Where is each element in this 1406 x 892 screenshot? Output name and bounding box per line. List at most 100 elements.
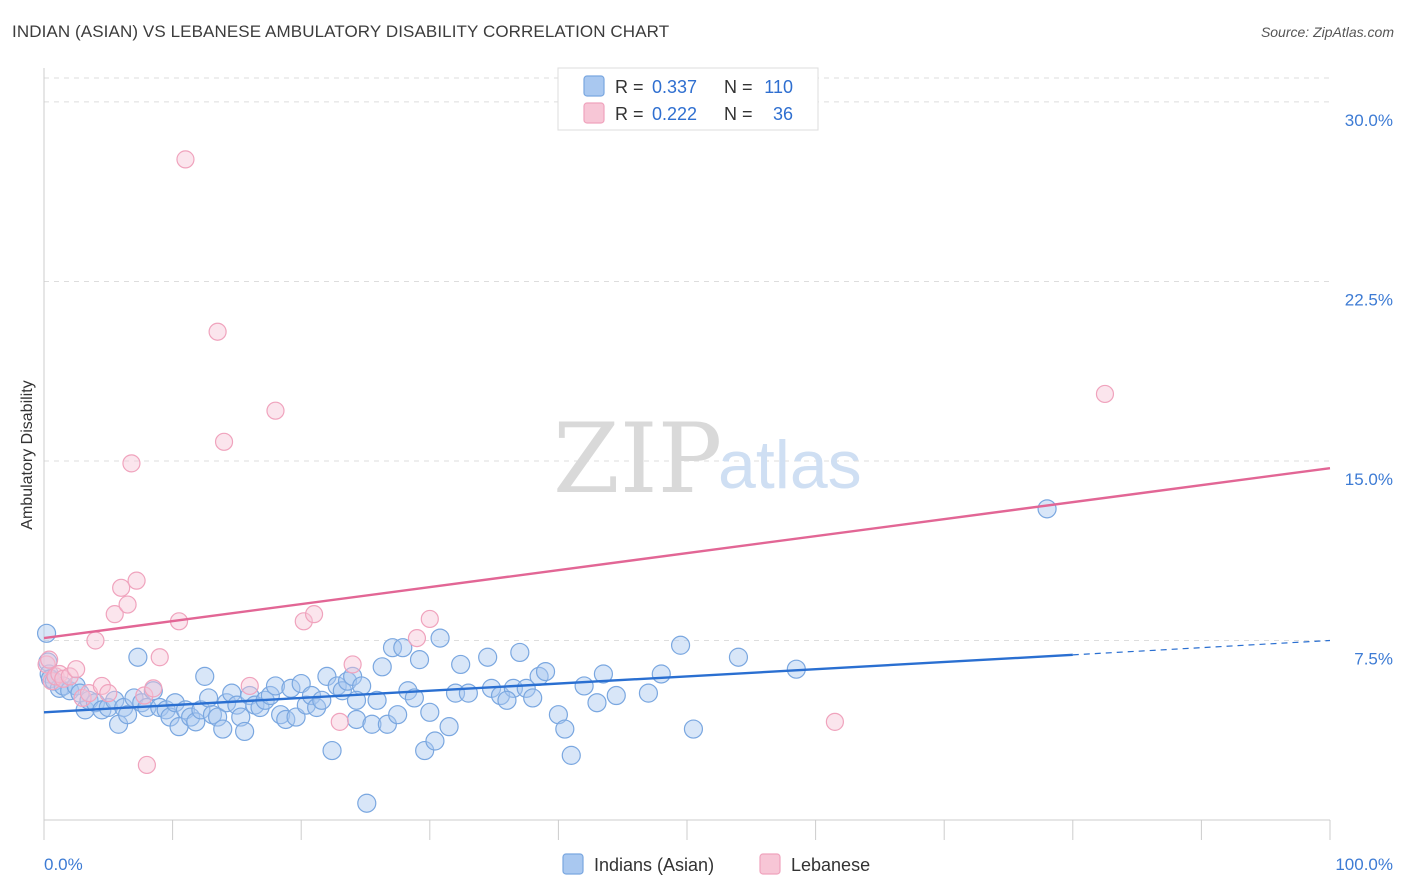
legend-r-label-2: R = xyxy=(615,104,644,124)
indians-asian-point xyxy=(322,740,342,761)
lebanese-point xyxy=(240,676,259,696)
indians-asian-point xyxy=(425,731,445,751)
indians-asian-point xyxy=(191,700,211,720)
lebanese-point xyxy=(112,578,131,597)
indians-asian-point xyxy=(301,685,322,706)
indians-asian-points xyxy=(36,499,1057,813)
indians-asian-point xyxy=(728,647,749,667)
bottom-legend-swatch-lebanese xyxy=(759,853,781,875)
lebanese-point xyxy=(150,648,169,667)
indians-asian-point xyxy=(208,707,228,727)
lebanese-point xyxy=(407,628,427,648)
gridlines xyxy=(44,77,1330,641)
indians-asian-point xyxy=(523,688,543,708)
indians-asian-point xyxy=(638,683,659,703)
lebanese-point xyxy=(137,755,156,775)
legend-r-value-2: 0.222 xyxy=(652,104,697,124)
lebanese-trend-line xyxy=(43,466,1331,640)
indians-asian-point xyxy=(128,647,148,667)
lebanese-point xyxy=(420,609,439,629)
bottom-legend-label-lebanese: Lebanese xyxy=(791,855,870,875)
legend-n-label-1: N = xyxy=(724,77,753,97)
x-tick-right: 100.0% xyxy=(1335,855,1393,874)
bottom-legend-label-indians: Indians (Asian) xyxy=(594,855,714,875)
indians-asian-point xyxy=(415,740,435,761)
trend-lines xyxy=(43,466,1331,714)
lebanese-point xyxy=(67,660,86,679)
indians-asian-point xyxy=(548,705,569,725)
indians-asian-point xyxy=(1037,499,1057,519)
indians-asian-point xyxy=(458,683,478,703)
indians-asian-point xyxy=(235,721,255,742)
bottom-legend: Indians (Asian) Lebanese xyxy=(562,853,870,875)
indians-asian-point xyxy=(382,638,403,658)
indians-asian-point xyxy=(593,664,614,684)
lebanese-point xyxy=(86,631,105,650)
y-tick-label-4: 30.0% xyxy=(1345,111,1393,130)
indians-asian-point xyxy=(367,690,387,710)
indians-asian-point xyxy=(555,719,575,739)
legend-n-value-1: 110 xyxy=(764,77,793,97)
y-tick-label-3: 22.5% xyxy=(1345,290,1393,309)
indians-asian-point xyxy=(231,707,251,727)
indians-asian-point xyxy=(497,690,517,710)
indians-asian-point xyxy=(202,705,223,725)
legend-swatch-indians xyxy=(583,75,605,97)
indians-asian-point xyxy=(117,705,138,725)
lebanese-point xyxy=(127,571,146,590)
indians-asian-point xyxy=(213,719,233,739)
indians-asian-point xyxy=(535,661,556,682)
indians-asian-point xyxy=(516,678,536,698)
indians-asian-point xyxy=(420,702,440,722)
x-tick-left: 0.0% xyxy=(44,855,83,874)
indians-asian-point xyxy=(587,693,607,713)
lebanese-point xyxy=(208,322,227,341)
indians-asian-point xyxy=(265,676,286,696)
indians-asian-point xyxy=(430,628,450,648)
indians-asian-point xyxy=(683,719,704,739)
indians-asian-point xyxy=(388,705,408,725)
indians-asian-point xyxy=(451,654,471,675)
lebanese-point xyxy=(144,679,163,698)
indians-asian-trend-extension xyxy=(1072,639,1331,656)
indians-asian-point xyxy=(377,714,397,734)
legend: R = 0.337 N = 110 R = 0.222 N = 36 xyxy=(557,67,819,131)
indians-asian-point xyxy=(36,623,57,643)
indians-asian-point xyxy=(357,793,377,813)
indians-asian-point xyxy=(606,685,626,706)
lebanese-point xyxy=(266,401,285,420)
lebanese-point xyxy=(99,684,118,703)
lebanese-point xyxy=(825,712,844,731)
y-tick-label-2: 15.0% xyxy=(1345,470,1393,489)
y-tick-label-1: 7.5% xyxy=(1354,649,1393,668)
legend-n-label-2: N = xyxy=(724,104,753,124)
lebanese-point xyxy=(118,595,137,614)
indians-asian-trend-line xyxy=(43,653,1073,714)
lebanese-point xyxy=(92,676,111,696)
lebanese-point xyxy=(176,150,195,169)
legend-r-value-1: 0.337 xyxy=(652,77,697,97)
indians-asian-point xyxy=(165,693,185,713)
chart-title: INDIAN (ASIAN) VS LEBANESE AMBULATORY DI… xyxy=(12,22,670,41)
lebanese-point xyxy=(1095,384,1115,404)
indians-asian-point xyxy=(404,688,424,708)
bottom-legend-swatch-indians xyxy=(562,853,584,875)
indians-asian-point xyxy=(393,638,413,658)
indians-asian-point xyxy=(651,664,671,684)
y-tick-labels: 7.5% 15.0% 22.5% 30.0% xyxy=(1345,111,1393,669)
indians-asian-point xyxy=(195,666,215,686)
indians-asian-point xyxy=(670,635,691,655)
lebanese-point xyxy=(122,454,141,473)
lebanese-points xyxy=(37,150,1115,775)
indians-asian-point xyxy=(574,676,594,696)
source-label: Source: ZipAtlas.com xyxy=(1260,24,1394,40)
lebanese-point xyxy=(294,612,313,631)
indians-asian-point xyxy=(362,714,382,734)
indians-asian-point xyxy=(372,657,392,677)
indians-asian-point xyxy=(317,666,337,686)
lebanese-point xyxy=(60,667,79,686)
indians-asian-point xyxy=(510,642,530,663)
axes xyxy=(43,68,1331,840)
indians-asian-point xyxy=(561,745,581,765)
lebanese-point xyxy=(214,432,234,451)
